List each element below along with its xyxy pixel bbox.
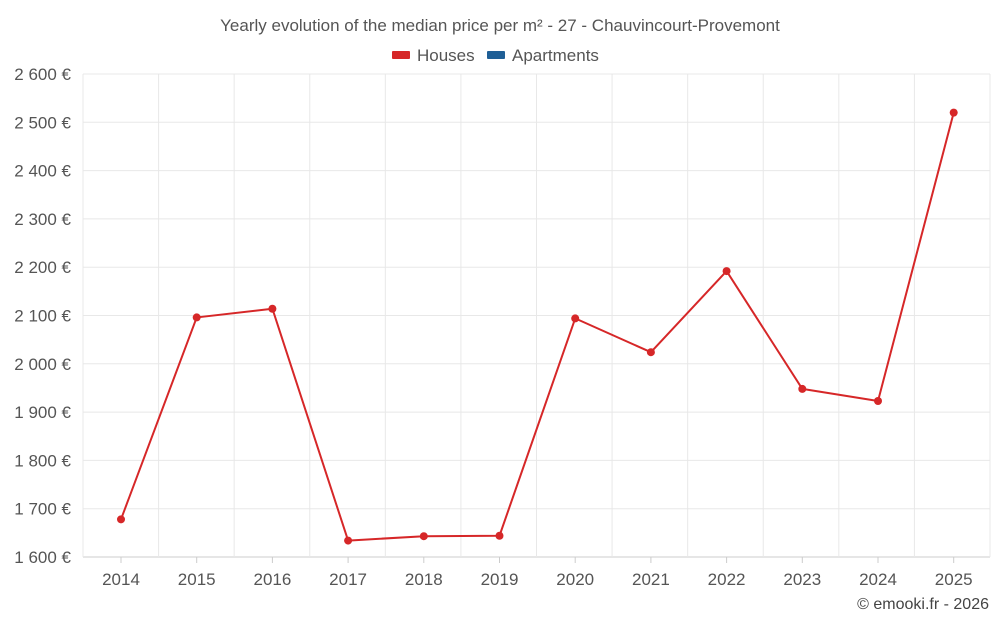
x-tick-label: 2016 — [253, 570, 291, 589]
x-tick-label: 2019 — [481, 570, 519, 589]
grid — [82, 73, 991, 558]
y-tick-label: 2 600 € — [14, 65, 71, 84]
credit-text: © emooki.fr - 2026 — [857, 596, 989, 613]
data-point-houses[interactable] — [571, 314, 580, 323]
legend-swatch-apartments[interactable] — [487, 51, 505, 59]
series-houses — [117, 108, 958, 545]
data-point-houses[interactable] — [495, 531, 504, 540]
y-tick-label: 1 800 € — [14, 451, 71, 470]
legend: Houses Apartments — [392, 46, 599, 65]
data-point-houses[interactable] — [874, 396, 882, 405]
x-tick-label: 2020 — [556, 570, 594, 589]
legend-swatch-houses[interactable] — [392, 51, 410, 59]
x-tick-label: 2015 — [178, 570, 216, 589]
x-tick-label: 2017 — [329, 570, 367, 589]
y-tick-label: 2 100 € — [14, 307, 71, 326]
data-point-houses[interactable] — [344, 536, 353, 545]
y-axis-ticks: 1 600 € 1 700 € 1 800 € 1 900 € 2 000 € 2 100… — [14, 65, 71, 567]
legend-label-apartments[interactable]: Apartments — [512, 46, 599, 65]
data-point-houses[interactable] — [798, 384, 807, 393]
y-tick-label: 1 900 € — [14, 403, 71, 422]
x-tick-label: 2025 — [935, 570, 973, 589]
y-tick-label: 1 600 € — [14, 548, 71, 567]
data-point-houses[interactable] — [646, 348, 655, 357]
data-point-houses[interactable] — [192, 313, 201, 322]
x-tick-label: 2021 — [632, 570, 670, 589]
y-tick-label: 2 500 € — [14, 113, 71, 132]
chart-title: Yearly evolution of the median price per… — [220, 16, 780, 35]
x-axis-ticks: 2014 2015 2016 2017 2018 2019 2020 2021 2022 2023… — [102, 557, 973, 589]
data-point-houses[interactable] — [419, 532, 428, 541]
y-tick-label: 2 300 € — [14, 210, 71, 229]
x-tick-label: 2023 — [783, 570, 821, 589]
y-tick-label: 2 400 € — [14, 162, 71, 181]
x-tick-label: 2014 — [102, 570, 140, 589]
y-tick-label: 2 000 € — [14, 355, 71, 374]
y-tick-label: 2 200 € — [14, 258, 71, 277]
legend-label-houses[interactable]: Houses — [417, 46, 475, 65]
series-line-houses — [120, 112, 955, 542]
data-point-houses[interactable] — [722, 267, 731, 276]
x-tick-label: 2024 — [859, 570, 897, 589]
data-point-houses[interactable] — [949, 108, 958, 117]
y-tick-label: 1 700 € — [14, 500, 71, 519]
data-point-houses[interactable] — [117, 515, 125, 524]
data-point-houses[interactable] — [268, 304, 277, 313]
x-tick-label: 2018 — [405, 570, 443, 589]
x-tick-label: 2022 — [708, 570, 746, 589]
